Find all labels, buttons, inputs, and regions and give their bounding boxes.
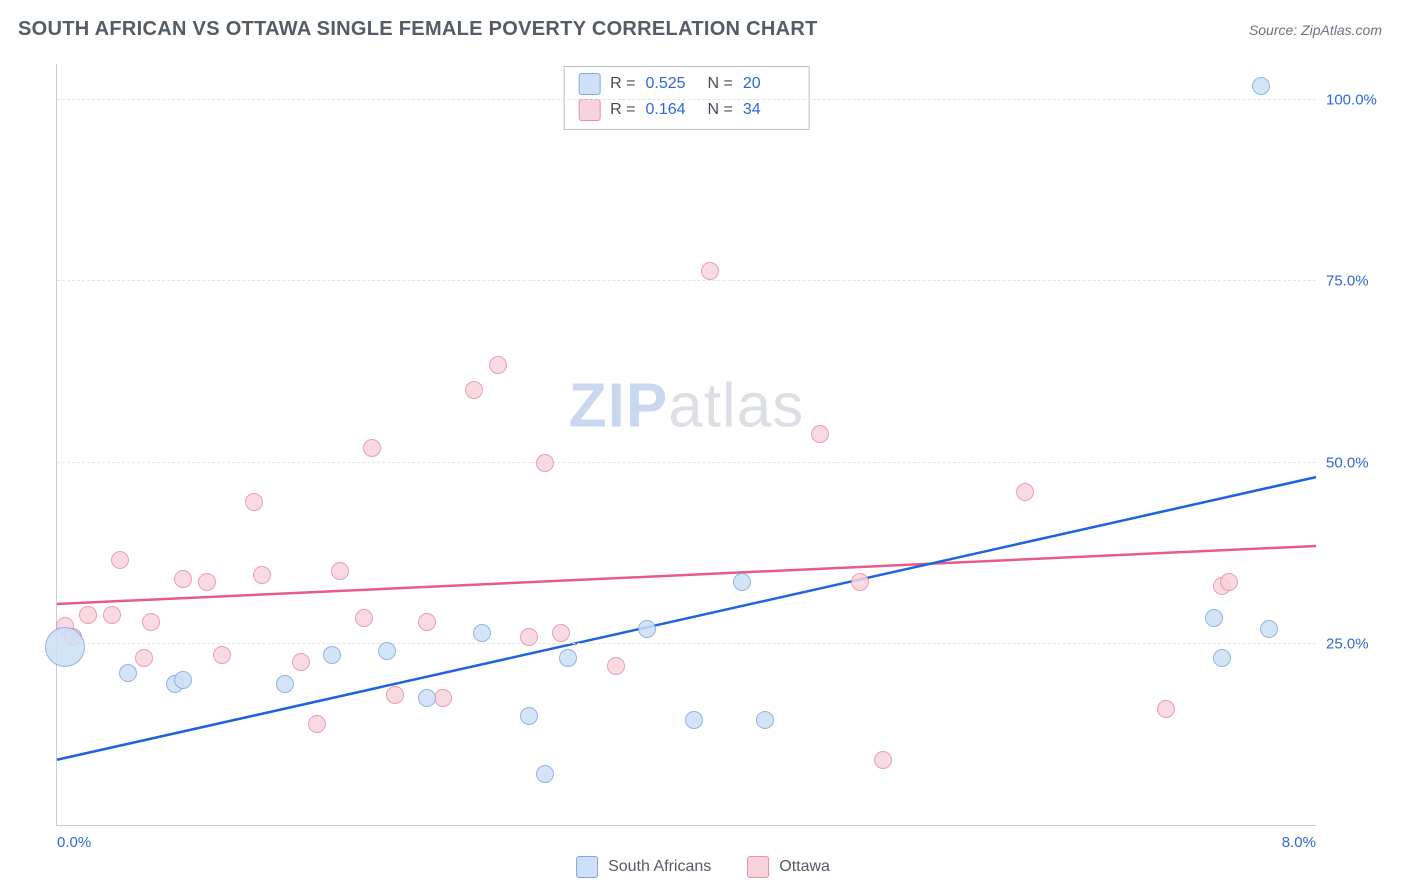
data-point-south-africans [559, 649, 577, 667]
r-label: R = [610, 101, 635, 119]
data-point-ottawa [213, 646, 231, 664]
source-attribution: Source: ZipAtlas.com [1249, 22, 1382, 38]
correlation-legend: R = 0.525 N = 20 R = 0.164 N = 34 [563, 66, 810, 130]
y-tick-label: 75.0% [1326, 273, 1386, 290]
data-point-south-africans [1260, 620, 1278, 638]
data-point-south-africans [276, 675, 294, 693]
data-point-ottawa [701, 262, 719, 280]
legend-label-ot: Ottawa [779, 858, 830, 876]
n-label: N = [708, 101, 733, 119]
data-point-ottawa [355, 609, 373, 627]
data-point-south-africans [473, 624, 491, 642]
data-point-ottawa [386, 686, 404, 704]
data-point-south-africans [378, 642, 396, 660]
data-point-ottawa [363, 439, 381, 457]
data-point-south-africans [323, 646, 341, 664]
data-point-south-africans [1213, 649, 1231, 667]
chart-area: Single Female Poverty ZIPatlas R = 0.525… [46, 56, 1316, 842]
data-point-south-africans [1205, 609, 1223, 627]
data-point-ottawa [552, 624, 570, 642]
data-point-ottawa [418, 613, 436, 631]
data-point-ottawa [111, 551, 129, 569]
data-point-south-africans [733, 573, 751, 591]
data-point-ottawa [489, 356, 507, 374]
data-point-ottawa [1016, 483, 1034, 501]
r-label: R = [610, 75, 635, 93]
legend-item-south-africans: South Africans [576, 856, 711, 878]
plot-region: ZIPatlas R = 0.525 N = 20 R = 0.164 N = … [56, 64, 1316, 826]
data-point-ottawa [245, 493, 263, 511]
data-point-south-africans [638, 620, 656, 638]
swatch-ottawa [578, 99, 600, 121]
y-tick-label: 25.0% [1326, 635, 1386, 652]
data-point-ottawa [811, 425, 829, 443]
data-point-ottawa [851, 573, 869, 591]
swatch-south-africans [576, 856, 598, 878]
data-point-ottawa [520, 628, 538, 646]
chart-header: SOUTH AFRICAN VS OTTAWA SINGLE FEMALE PO… [0, 0, 1406, 49]
data-point-south-africans [756, 711, 774, 729]
data-point-ottawa [331, 562, 349, 580]
legend-label-sa: South Africans [608, 858, 711, 876]
trend-lines [57, 64, 1316, 825]
gridline [57, 462, 1316, 463]
gridline [57, 280, 1316, 281]
x-tick-label: 0.0% [57, 834, 91, 851]
r-value-ot: 0.164 [646, 101, 698, 119]
data-point-south-africans [520, 707, 538, 725]
x-tick-label: 8.0% [1282, 834, 1316, 851]
data-point-south-africans [119, 664, 137, 682]
data-point-south-africans [536, 765, 554, 783]
data-point-south-africans [1252, 77, 1270, 95]
n-value-ot: 34 [743, 101, 795, 119]
gridline [57, 99, 1316, 100]
y-tick-label: 100.0% [1326, 92, 1386, 109]
trend-line [57, 546, 1316, 604]
data-point-south-africans [685, 711, 703, 729]
data-point-south-africans [174, 671, 192, 689]
data-point-ottawa [135, 649, 153, 667]
data-point-ottawa [465, 381, 483, 399]
legend-row-ottawa: R = 0.164 N = 34 [578, 97, 795, 123]
data-point-ottawa [607, 657, 625, 675]
data-point-south-africans [45, 627, 85, 667]
y-tick-label: 50.0% [1326, 454, 1386, 471]
n-label: N = [708, 75, 733, 93]
data-point-ottawa [79, 606, 97, 624]
data-point-ottawa [174, 570, 192, 588]
legend-row-south-africans: R = 0.525 N = 20 [578, 71, 795, 97]
data-point-ottawa [308, 715, 326, 733]
n-value-sa: 20 [743, 75, 795, 93]
data-point-ottawa [103, 606, 121, 624]
data-point-ottawa [292, 653, 310, 671]
data-point-ottawa [536, 454, 554, 472]
data-point-ottawa [198, 573, 216, 591]
data-point-ottawa [142, 613, 160, 631]
swatch-ottawa [747, 856, 769, 878]
series-legend: South Africans Ottawa [576, 856, 830, 878]
gridline [57, 643, 1316, 644]
r-value-sa: 0.525 [646, 75, 698, 93]
swatch-south-africans [578, 73, 600, 95]
chart-title: SOUTH AFRICAN VS OTTAWA SINGLE FEMALE PO… [18, 18, 818, 41]
data-point-ottawa [253, 566, 271, 584]
data-point-south-africans [418, 689, 436, 707]
data-point-ottawa [874, 751, 892, 769]
data-point-ottawa [1220, 573, 1238, 591]
data-point-ottawa [1157, 700, 1175, 718]
data-point-ottawa [434, 689, 452, 707]
legend-item-ottawa: Ottawa [747, 856, 830, 878]
